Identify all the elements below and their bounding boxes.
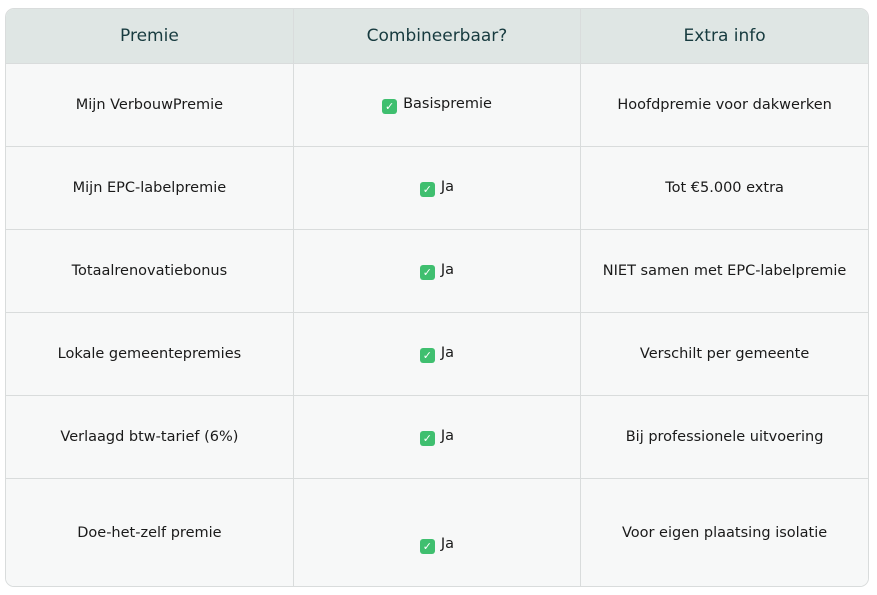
cell-extra-info: Tot €5.000 extra <box>580 146 868 230</box>
cell-combineerbaar: ✓ Ja <box>292 478 582 586</box>
cell-combineerbaar: ✓ Ja <box>292 395 582 479</box>
check-box-icon: ✓ <box>382 99 398 114</box>
table-row: Mijn EPC-labelpremie ✓ Ja Tot €5.000 extr… <box>6 146 868 230</box>
table-row: Verlaagd btw-tarief (6%) ✓ Ja Bij profess… <box>6 395 868 479</box>
cell-combineerbaar: ✓ Basispremie <box>292 63 582 147</box>
check-box-icon: ✓ <box>419 182 435 197</box>
cell-extra-info: NIET samen met EPC-labelpremie <box>580 229 868 313</box>
cell-combineerbaar: ✓ Ja <box>292 146 582 230</box>
cell-extra-info: Verschilt per gemeente <box>580 312 868 396</box>
cell-combineerbaar: ✓ Ja <box>292 229 582 313</box>
cell-extra-info: Hoofdpremie voor dakwerken <box>580 63 868 147</box>
check-box-icon: ✓ <box>419 348 435 363</box>
combineerbaar-text: Ja <box>440 428 455 444</box>
check-box-icon: ✓ <box>419 265 435 280</box>
table-row: Totaalrenovatiebonus ✓ Ja NIET samen met … <box>6 229 868 313</box>
premie-table: Premie Combineerbaar? Extra info Mijn Ve… <box>5 8 869 587</box>
header-extra-info: Extra info <box>580 9 868 64</box>
header-premie: Premie <box>6 9 294 64</box>
check-box-icon: ✓ <box>419 539 435 554</box>
table-row: Doe-het-zelf premie ✓ Ja Voor eigen plaat… <box>6 478 868 586</box>
cell-premie: Lokale gemeentepremies <box>6 312 294 396</box>
combineerbaar-text: Ja <box>440 536 455 552</box>
cell-premie: Mijn EPC-labelpremie <box>6 146 294 230</box>
table-row: Mijn VerbouwPremie ✓ Basispremie Hoofdpre… <box>6 63 868 147</box>
combineerbaar-text: Ja <box>440 179 455 195</box>
cell-combineerbaar: ✓ Ja <box>292 312 582 396</box>
combineerbaar-text: Basispremie <box>403 96 492 112</box>
cell-premie: Doe-het-zelf premie <box>6 478 294 586</box>
cell-premie: Mijn VerbouwPremie <box>6 63 294 147</box>
cell-extra-info: Bij professionele uitvoering <box>580 395 868 479</box>
cell-extra-info: Voor eigen plaatsing isolatie <box>580 478 868 586</box>
check-box-icon: ✓ <box>419 431 435 446</box>
table-header-row: Premie Combineerbaar? Extra info <box>6 9 868 64</box>
combineerbaar-text: Ja <box>440 345 455 361</box>
cell-premie: Verlaagd btw-tarief (6%) <box>6 395 294 479</box>
cell-premie: Totaalrenovatiebonus <box>6 229 294 313</box>
table-row: Lokale gemeentepremies ✓ Ja Verschilt per… <box>6 312 868 396</box>
header-combineerbaar: Combineerbaar? <box>292 9 582 64</box>
combineerbaar-text: Ja <box>440 262 455 278</box>
